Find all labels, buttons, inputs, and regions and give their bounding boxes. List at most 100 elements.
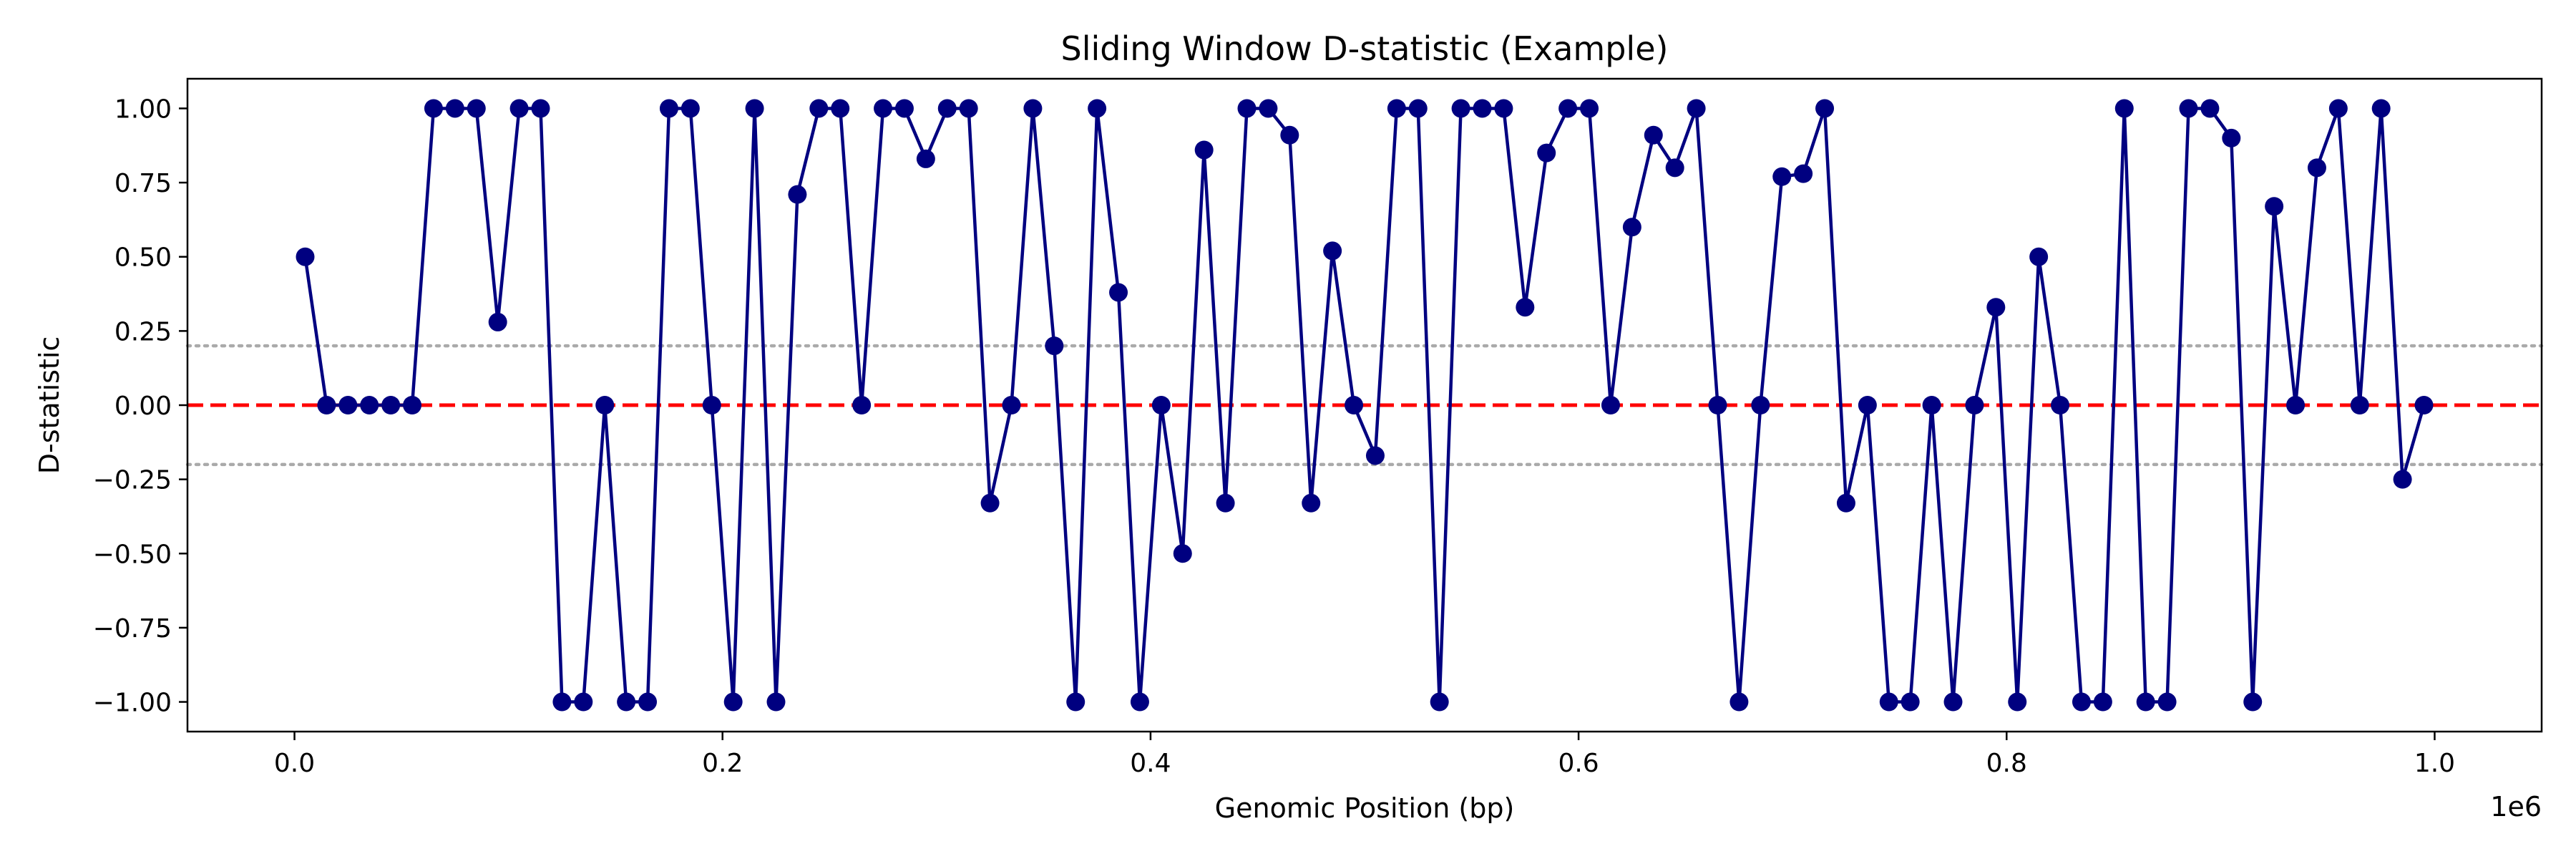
data-point [874, 99, 893, 118]
data-point [1772, 167, 1792, 186]
data-point [1665, 158, 1684, 178]
data-point [2072, 692, 2091, 712]
data-point [2093, 692, 2112, 712]
data-point [680, 99, 700, 118]
data-point [937, 99, 957, 118]
data-point [1943, 692, 1963, 712]
data-point [296, 247, 315, 266]
data-point [2114, 99, 2134, 118]
data-point [809, 99, 829, 118]
data-point [1986, 298, 2006, 317]
data-point [1173, 544, 1192, 563]
data-point [1537, 143, 1556, 162]
data-point [723, 692, 743, 712]
x-tick-label: 0.2 [702, 749, 743, 778]
data-point [1259, 99, 1278, 118]
y-tick-label: 0.50 [114, 243, 172, 273]
data-point [702, 396, 721, 414]
data-point [1836, 493, 1855, 513]
data-point [1601, 396, 1620, 414]
data-point [1365, 446, 1385, 465]
data-point [1323, 241, 1342, 261]
data-point [1879, 692, 1898, 712]
x-tick-label: 0.8 [1986, 749, 2027, 778]
data-point [2051, 396, 2070, 414]
data-point [916, 149, 935, 168]
data-point [360, 396, 379, 414]
y-axis: 1.00 0.75 0.50 0.25 0.00 −0.25 −0.50 −0.75 −1.00 [93, 94, 187, 718]
data-point [1473, 99, 1492, 118]
data-point [2328, 99, 2348, 118]
data-point [1280, 125, 1299, 145]
data-point [1451, 99, 1470, 118]
data-point [2265, 197, 2284, 216]
data-point [1345, 396, 1364, 414]
data-point [1045, 336, 1064, 356]
data-point [2029, 247, 2049, 266]
y-tick-label: 0.00 [114, 392, 172, 421]
data-point [1430, 692, 1449, 712]
y-tick-label: −0.50 [93, 540, 172, 569]
x-axis: 0.0 0.2 0.4 0.6 0.8 1.0 [274, 732, 2455, 778]
data-point [2222, 128, 2241, 147]
data-point [1922, 396, 1941, 414]
data-point [317, 396, 336, 414]
data-point [424, 99, 443, 118]
data-point [766, 692, 786, 712]
x-tick-label: 1.0 [2414, 749, 2455, 778]
data-point [488, 312, 507, 331]
data-point [1216, 493, 1235, 513]
data-point [552, 692, 572, 712]
reference-lines [185, 344, 2544, 467]
data-point [745, 99, 764, 118]
y-axis-label: D-statistic [34, 336, 65, 475]
data-point [2179, 99, 2198, 118]
data-point [894, 99, 914, 118]
y-tick-label: −0.75 [93, 614, 172, 644]
data-point [1408, 99, 1428, 118]
data-point [2286, 396, 2306, 414]
data-point [2008, 692, 2027, 712]
data-point [509, 99, 529, 118]
data-point [1580, 99, 1599, 118]
data-point [1751, 396, 1770, 414]
data-point [2414, 396, 2434, 414]
data-point [1066, 692, 1085, 712]
data-point [1302, 493, 1321, 513]
x-tick-label: 0.6 [1558, 749, 1599, 778]
data-point [1194, 140, 1214, 160]
y-tick-label: −0.25 [93, 466, 172, 495]
data-point [980, 493, 1000, 513]
data-point [403, 396, 422, 414]
data-point [959, 99, 978, 118]
data-point [2157, 692, 2177, 712]
data-point [1109, 283, 1128, 302]
data-point [1130, 692, 1149, 712]
data-point [1387, 99, 1406, 118]
data-point [574, 692, 593, 712]
y-tick-label: 0.75 [114, 169, 172, 198]
data-point [617, 692, 636, 712]
y-tick-label: 0.25 [114, 317, 172, 346]
data-point [2136, 692, 2155, 712]
data-point [1901, 692, 1920, 712]
data-point [1794, 164, 1813, 183]
data-point [1237, 99, 1257, 118]
y-tick-label: −1.00 [93, 689, 172, 718]
x-tick-label: 0.4 [1130, 749, 1171, 778]
data-point [1687, 99, 1706, 118]
data-point [467, 99, 486, 118]
data-point [2243, 692, 2263, 712]
data-point [2393, 470, 2412, 489]
data-point [1023, 99, 1043, 118]
data-point [1644, 125, 1663, 145]
data-point [445, 99, 464, 118]
data-point [852, 396, 872, 414]
x-offset-label: 1e6 [2490, 791, 2542, 822]
data-point [1002, 396, 1021, 414]
data-point [1494, 99, 1513, 118]
data-point [381, 396, 401, 414]
data-point [1558, 99, 1578, 118]
data-point [1622, 218, 1641, 237]
